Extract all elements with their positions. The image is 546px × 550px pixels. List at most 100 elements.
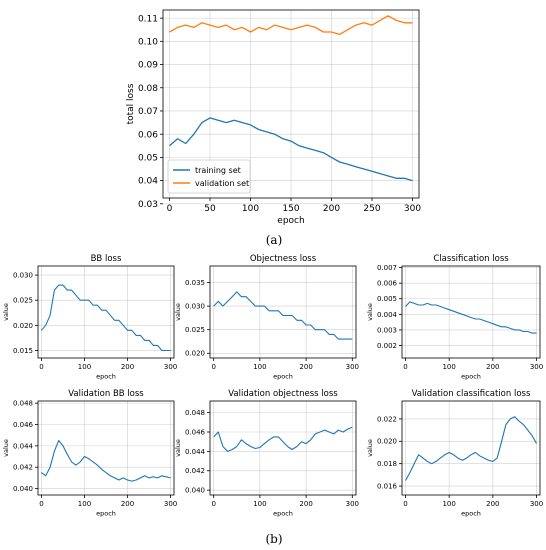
x-tick-label: 150 bbox=[282, 204, 299, 214]
y-tick-label: 0.048 bbox=[185, 409, 205, 417]
y-tick-label: 0.042 bbox=[13, 464, 33, 472]
y-tick-label: 0.020 bbox=[185, 350, 205, 358]
x-tick-label: 200 bbox=[121, 500, 134, 508]
y-tick-label: 0.07 bbox=[138, 107, 158, 117]
series-line-loss bbox=[40, 284, 171, 352]
y-tick-label: 0.08 bbox=[138, 84, 158, 94]
x-tick-label: 300 bbox=[164, 500, 177, 508]
y-tick-label: 0.035 bbox=[185, 279, 205, 287]
y-tick-label: 0.040 bbox=[13, 485, 33, 493]
y-tick-label: 0.030 bbox=[185, 303, 205, 311]
series-line-validation-set bbox=[169, 15, 413, 36]
x-tick-label: 300 bbox=[530, 500, 543, 508]
caption-a: (a) bbox=[265, 233, 283, 247]
y-axis-label: value bbox=[174, 439, 182, 457]
y-tick-label: 0.002 bbox=[377, 342, 397, 350]
x-tick-label: 0 bbox=[167, 204, 173, 214]
x-tick-label: 0 bbox=[211, 363, 215, 371]
chart-cls: 0 100 200 300 0.002 0.003 0.004 0.005 0.006 0.007… bbox=[366, 254, 543, 381]
y-tick-label: 0.06 bbox=[138, 130, 158, 140]
chart-bb: 0 100 200 300 0.015 0.020 0.025 0.030 epoch value… bbox=[2, 254, 177, 381]
chart-title: BB loss bbox=[91, 254, 122, 264]
y-tick-label: 0.007 bbox=[377, 264, 397, 272]
plot-frame bbox=[209, 265, 357, 359]
caption-b: (b) bbox=[265, 532, 283, 546]
x-axis-label: epoch bbox=[273, 510, 293, 518]
plot-frame bbox=[209, 400, 357, 496]
x-tick-label: 50 bbox=[204, 204, 216, 214]
y-tick-label: 0.04 bbox=[138, 177, 158, 187]
x-tick-label: 0 bbox=[403, 363, 407, 371]
y-tick-label: 0.03 bbox=[138, 200, 158, 210]
y-tick-label: 0.11 bbox=[138, 14, 158, 24]
chart-title: Validation classification loss bbox=[412, 389, 531, 399]
x-tick-label: 300 bbox=[164, 363, 177, 371]
legend-label: validation set bbox=[195, 179, 249, 188]
y-tick-label: 0.10 bbox=[138, 37, 158, 47]
chart-obj: 0 100 200 300 0.020 0.025 0.030 0.035 epoch value… bbox=[174, 254, 359, 381]
y-tick-label: 0.044 bbox=[13, 442, 34, 450]
x-tick-label: 100 bbox=[242, 204, 259, 214]
legend-label: training set bbox=[195, 166, 241, 175]
plot-frame bbox=[37, 400, 175, 496]
x-tick-label: 100 bbox=[78, 500, 91, 508]
y-tick-label: 0.015 bbox=[13, 347, 33, 355]
chart-title: Validation BB loss bbox=[68, 389, 144, 399]
x-tick-label: 100 bbox=[253, 363, 266, 371]
y-tick-label: 0.044 bbox=[185, 448, 206, 456]
y-tick-label: 0.025 bbox=[185, 326, 205, 334]
x-axis-label: epoch bbox=[461, 510, 481, 518]
x-tick-label: 100 bbox=[442, 363, 455, 371]
plot-frame bbox=[37, 265, 175, 359]
x-tick-label: 100 bbox=[442, 500, 455, 508]
chart-vbb: 0 100 200 300 0.040 0.042 0.044 0.046 0.048 epoch… bbox=[2, 389, 177, 518]
y-tick-label: 0.018 bbox=[377, 460, 397, 468]
plot-frame bbox=[401, 265, 541, 359]
x-axis-label: epoch bbox=[96, 373, 116, 381]
y-tick-label: 0.042 bbox=[185, 467, 205, 475]
y-tick-label: 0.040 bbox=[185, 487, 205, 495]
series-line-loss bbox=[213, 291, 353, 340]
y-tick-label: 0.046 bbox=[13, 421, 34, 429]
y-axis-label: total loss bbox=[126, 83, 136, 124]
y-tick-label: 0.004 bbox=[377, 311, 398, 319]
series-line-loss bbox=[213, 426, 353, 452]
y-tick-label: 0.05 bbox=[138, 154, 158, 164]
legend-box bbox=[167, 159, 251, 194]
x-tick-label: 250 bbox=[363, 204, 380, 214]
y-axis-label: value bbox=[366, 303, 374, 321]
x-tick-label: 200 bbox=[299, 500, 312, 508]
y-axis-label: value bbox=[2, 303, 10, 321]
x-axis-label: epoch bbox=[96, 510, 116, 518]
y-tick-label: 0.020 bbox=[377, 438, 397, 446]
y-axis-label: value bbox=[174, 303, 182, 321]
x-tick-label: 200 bbox=[486, 500, 499, 508]
series-line-loss bbox=[405, 301, 537, 334]
chart-title: Validation objectness loss bbox=[228, 389, 338, 399]
x-tick-label: 100 bbox=[253, 500, 266, 508]
series-line-training-set bbox=[169, 117, 413, 182]
x-tick-label: 300 bbox=[530, 363, 543, 371]
y-axis-label: value bbox=[366, 439, 374, 457]
plot-frame bbox=[401, 400, 541, 496]
y-axis-label: value bbox=[2, 439, 10, 457]
y-tick-label: 0.025 bbox=[13, 297, 33, 305]
x-tick-label: 0 bbox=[211, 500, 215, 508]
y-tick-label: 0.048 bbox=[13, 400, 33, 408]
y-tick-label: 0.09 bbox=[138, 61, 158, 71]
x-tick-label: 200 bbox=[323, 204, 340, 214]
x-axis-label: epoch bbox=[461, 373, 481, 381]
series-line-loss bbox=[41, 439, 171, 482]
x-tick-label: 200 bbox=[486, 363, 499, 371]
y-tick-label: 0.016 bbox=[377, 482, 398, 490]
chart-vcls: 0 100 200 300 0.016 0.018 0.020 0.022 epoch value… bbox=[366, 389, 543, 518]
x-axis-label: epoch bbox=[273, 373, 293, 381]
y-tick-label: 0.020 bbox=[13, 322, 33, 330]
y-tick-label: 0.006 bbox=[377, 280, 398, 288]
y-tick-label: 0.030 bbox=[13, 271, 33, 279]
x-tick-label: 300 bbox=[346, 500, 359, 508]
y-tick-label: 0.046 bbox=[185, 428, 206, 436]
x-tick-label: 200 bbox=[121, 363, 134, 371]
x-tick-label: 0 bbox=[39, 500, 43, 508]
